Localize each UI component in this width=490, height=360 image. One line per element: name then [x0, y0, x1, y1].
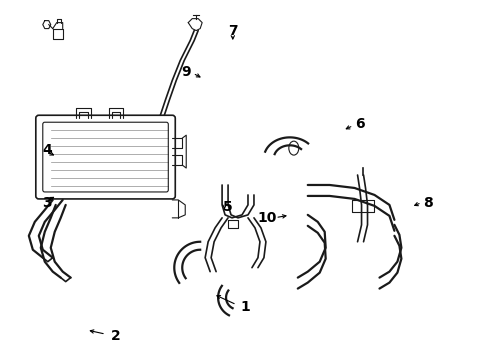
Text: 1: 1	[240, 300, 250, 314]
Text: 2: 2	[111, 329, 121, 343]
Text: 5: 5	[223, 200, 233, 214]
Text: 9: 9	[182, 66, 191, 80]
Text: 8: 8	[423, 196, 433, 210]
Text: 6: 6	[355, 117, 365, 131]
Text: 10: 10	[257, 211, 277, 225]
Text: 3: 3	[43, 196, 52, 210]
Text: 4: 4	[43, 143, 52, 157]
Text: 7: 7	[228, 24, 238, 38]
